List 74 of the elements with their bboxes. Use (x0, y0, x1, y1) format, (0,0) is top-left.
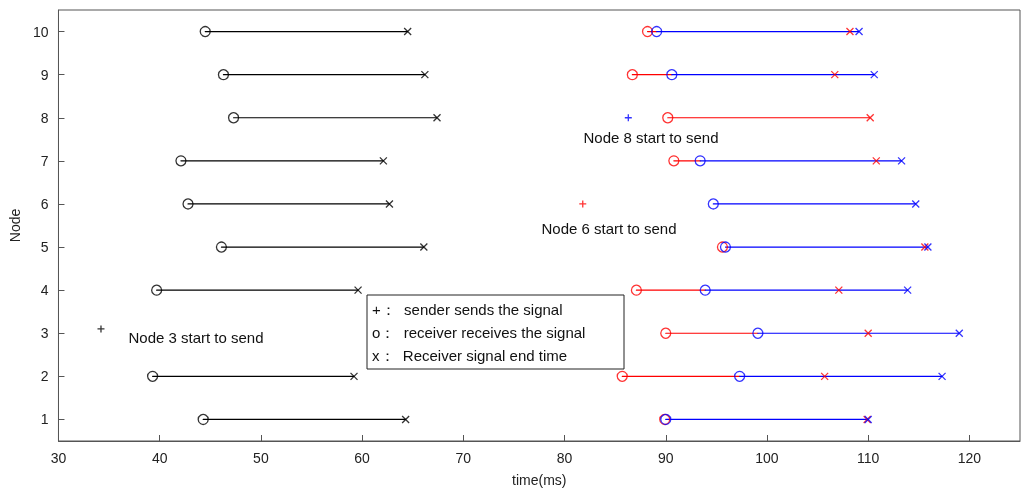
point (660, 327, 672, 339)
point (872, 156, 881, 165)
point (626, 69, 638, 81)
point (403, 27, 412, 36)
y-tick-label: 6 (40, 195, 49, 212)
x-tick-label: 110 (857, 450, 880, 466)
point (151, 284, 163, 296)
point (175, 155, 187, 167)
point (401, 415, 410, 424)
point (734, 370, 746, 382)
point (379, 156, 388, 165)
annotation: o： receiver receives the signal (372, 323, 586, 341)
point (227, 112, 240, 124)
point (217, 69, 230, 81)
point (146, 370, 159, 382)
point (666, 69, 678, 81)
y-tick-label: 9 (40, 66, 49, 83)
annotation: Node 3 start to send (128, 328, 264, 346)
y-tick-label: 8 (40, 109, 49, 126)
point (668, 155, 680, 167)
point (845, 27, 855, 36)
point (752, 327, 764, 339)
x-tick-label: 70 (455, 450, 472, 466)
point (937, 372, 947, 381)
point (385, 199, 394, 209)
point (820, 372, 829, 381)
x-tick-label: 30 (50, 450, 67, 466)
y-axis-title: Node (7, 208, 23, 243)
point (641, 25, 654, 38)
point (651, 25, 663, 38)
point (864, 329, 873, 338)
point (834, 286, 843, 295)
point (197, 413, 209, 426)
x-tick-label: 120 (957, 450, 982, 466)
point (866, 113, 875, 122)
x-tick-label: 100 (755, 450, 779, 466)
annotation: x： Receiver signal end time (372, 346, 568, 364)
y-tick-label: 10 (32, 23, 49, 40)
point (903, 286, 912, 295)
x-tick-label: 90 (657, 450, 674, 466)
point (616, 370, 628, 382)
point (630, 284, 643, 296)
x-tick-label: 80 (556, 450, 573, 466)
x-tick-label: 50 (253, 450, 269, 466)
x-tick-label: 60 (354, 450, 371, 466)
point (955, 329, 964, 338)
point (911, 199, 920, 209)
y-tick-label: 5 (40, 239, 49, 256)
point (854, 27, 864, 36)
point (182, 198, 194, 210)
point (353, 286, 363, 295)
point (420, 70, 430, 79)
y-tick-label: 3 (40, 325, 49, 342)
point (694, 155, 706, 167)
point (215, 241, 228, 253)
point (699, 284, 711, 296)
annotation: Node 6 start to send (541, 219, 677, 237)
annotation: Node 8 start to send (583, 128, 719, 146)
y-tick-label: 7 (40, 152, 49, 169)
point (199, 25, 211, 38)
point (830, 70, 839, 79)
y-tick-label: 1 (40, 411, 49, 428)
point (662, 112, 674, 124)
x-tick-label: 40 (151, 450, 168, 466)
point (707, 198, 719, 210)
point (419, 242, 428, 252)
point (897, 156, 906, 165)
y-tick-label: 4 (40, 282, 49, 299)
point (432, 113, 442, 122)
annotation: +： sender sends the signal (372, 300, 563, 318)
y-tick-label: 2 (40, 368, 49, 385)
point (870, 70, 879, 79)
point (349, 372, 359, 381)
x-axis-title: time(ms) (512, 472, 567, 488)
